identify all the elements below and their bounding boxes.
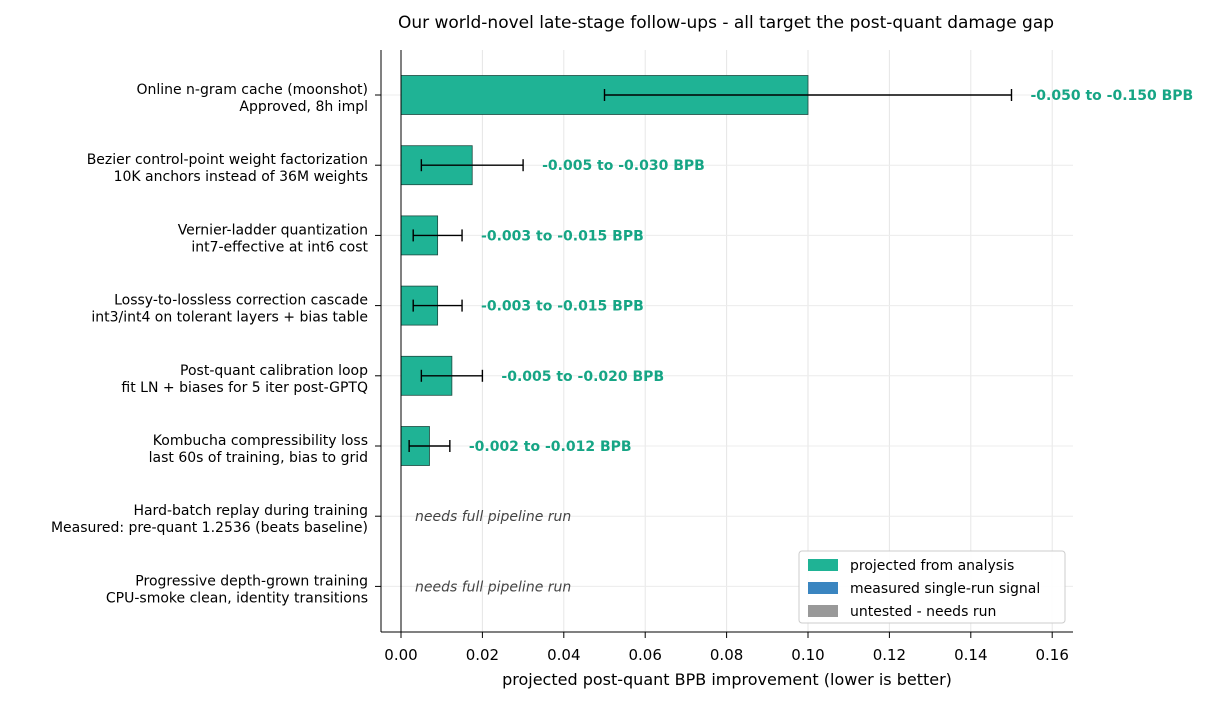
legend-swatch xyxy=(808,605,838,617)
x-tick-label: 0.10 xyxy=(791,646,824,664)
untested-annotation: needs full pipeline run xyxy=(415,509,571,525)
value-annotation: -0.050 to -0.150 BPB xyxy=(1031,88,1194,104)
axes: 0.00 0.02 0.04 0.06 0.08 0.10 0.12 0.14 0.16 xyxy=(375,50,1073,664)
value-annotation: -0.003 to -0.015 BPB xyxy=(481,228,644,244)
x-tick-label: 0.00 xyxy=(384,646,417,664)
chart-title: Our world-novel late-stage follow-ups - … xyxy=(398,13,1054,33)
legend-label: projected from analysis xyxy=(850,558,1014,574)
legend: projected from analysis measured single-r… xyxy=(798,550,1066,624)
value-annotations: -0.050 to -0.150 BPB -0.005 to -0.030 BPB… xyxy=(415,88,1193,595)
category-label-line2: Approved, 8h impl xyxy=(239,99,368,115)
category-label-line2: int7-effective at int6 cost xyxy=(191,239,368,255)
category-label-line2: Measured: pre-quant 1.2536 (beats baseli… xyxy=(51,520,368,536)
category-label-line2: CPU-smoke clean, identity transitions xyxy=(106,590,368,606)
x-tick-label: 0.14 xyxy=(954,646,987,664)
legend-box xyxy=(798,550,1066,624)
value-annotation: -0.002 to -0.012 BPB xyxy=(469,439,632,455)
category-label-line1: Progressive depth-grown training xyxy=(135,573,368,589)
category-label-line1: Lossy-to-lossless correction cascade xyxy=(114,293,368,309)
category-label-line2: int3/int4 on tolerant layers + bias tabl… xyxy=(91,310,368,326)
category-label-line1: Post-quant calibration loop xyxy=(180,363,368,379)
category-labels: Online n-gram cache (moonshot)Approved, … xyxy=(51,82,369,606)
legend-swatch xyxy=(808,559,838,571)
legend-swatch xyxy=(808,582,838,594)
category-label-line1: Hard-batch replay during training xyxy=(133,503,368,519)
x-tick-label: 0.16 xyxy=(1035,646,1068,664)
category-label-line1: Online n-gram cache (moonshot) xyxy=(136,82,368,98)
x-tick-label: 0.02 xyxy=(466,646,499,664)
x-tick-label: 0.06 xyxy=(628,646,661,664)
bars xyxy=(400,75,1013,466)
grid-lines xyxy=(381,50,1073,632)
category-label-line1: Bezier control-point weight factorizatio… xyxy=(87,152,368,168)
legend-label: untested - needs run xyxy=(850,604,996,620)
category-label-line2: fit LN + biases for 5 iter post-GPTQ xyxy=(121,380,368,396)
value-annotation: -0.005 to -0.030 BPB xyxy=(542,158,705,174)
legend-label: measured single-run signal xyxy=(850,581,1040,597)
value-annotation: -0.003 to -0.015 BPB xyxy=(481,299,644,315)
category-label-line1: Kombucha compressibility loss xyxy=(153,433,368,449)
category-label-line2: 10K anchors instead of 36M weights xyxy=(114,169,368,185)
x-tick-label: 0.04 xyxy=(547,646,580,664)
category-label-line2: last 60s of training, bias to grid xyxy=(149,450,368,466)
category-label-line1: Vernier-ladder quantization xyxy=(178,222,368,238)
x-axis-label: projected post-quant BPB improvement (lo… xyxy=(502,670,952,689)
x-tick-label: 0.12 xyxy=(873,646,906,664)
value-annotation: -0.005 to -0.020 BPB xyxy=(501,369,664,385)
untested-annotation: needs full pipeline run xyxy=(415,579,571,595)
x-tick-label: 0.08 xyxy=(710,646,743,664)
